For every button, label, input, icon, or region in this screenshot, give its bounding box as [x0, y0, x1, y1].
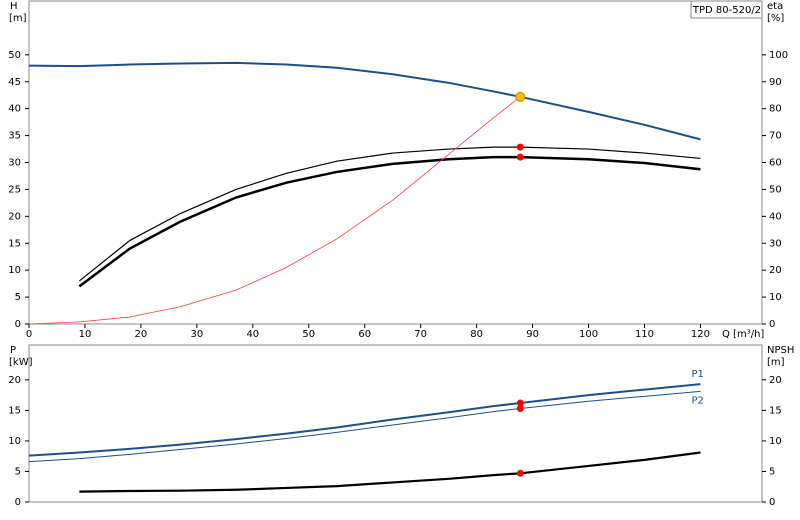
y-tick-label: 50: [8, 50, 21, 61]
y2-axis-unit: [m]: [767, 357, 785, 368]
y2-tick-label: 0: [769, 319, 775, 330]
x-tick-label: 40: [246, 329, 259, 340]
y-tick-label: 15: [8, 405, 21, 416]
y-axis-unit: [m]: [9, 13, 27, 24]
y-tick-label: 15: [8, 238, 21, 249]
duty-point: [516, 405, 524, 413]
series-line: [28, 61, 701, 141]
x-tick-label: 90: [526, 329, 539, 340]
series-label: P1: [691, 369, 703, 380]
y-tick-label: 20: [8, 375, 21, 386]
x-tick-label: 80: [470, 329, 483, 340]
x-tick-label: 10: [79, 329, 92, 340]
y2-tick-label: 10: [769, 436, 782, 447]
y2-tick-label: 50: [769, 184, 782, 195]
y2-tick-label: 70: [769, 131, 782, 142]
series-line: [79, 451, 701, 493]
y2-tick-label: 60: [769, 158, 782, 169]
y-tick-label: 35: [8, 131, 21, 142]
x-tick-label: 120: [691, 329, 710, 340]
y2-tick-label: 15: [769, 405, 782, 416]
y-axis-label: P: [10, 345, 16, 356]
x-tick-label: 60: [358, 329, 371, 340]
series-line: [78, 146, 701, 282]
chart-title: TPD 80-520/2: [692, 5, 761, 16]
y2-axis-label: NPSH: [767, 345, 794, 356]
x-axis-label: Q [m³/h]: [722, 329, 764, 340]
series-label: P2: [691, 395, 703, 406]
y2-tick-label: 80: [769, 104, 782, 115]
y-tick-label: 25: [8, 184, 21, 195]
y2-axis-label: eta: [767, 1, 783, 12]
x-tick-label: 30: [190, 329, 203, 340]
y2-tick-label: 40: [769, 211, 782, 222]
y2-tick-label: 90: [769, 77, 782, 88]
duty-point: [516, 143, 524, 151]
y-tick-label: 30: [8, 158, 21, 169]
y2-tick-label: 20: [769, 375, 782, 386]
y-tick-label: 45: [8, 77, 21, 88]
y2-tick-label: 30: [769, 238, 782, 249]
duty-point: [516, 469, 524, 477]
y-tick-label: 20: [8, 211, 21, 222]
y-axis-unit: [kW]: [9, 357, 33, 368]
y2-tick-label: 10: [769, 292, 782, 303]
duty-point: [515, 91, 526, 102]
y-tick-label: 5: [15, 466, 21, 477]
duty-point: [516, 399, 524, 407]
y2-tick-label: 100: [769, 50, 788, 61]
y2-axis-unit: [%]: [767, 13, 784, 24]
x-tick-label: 20: [135, 329, 148, 340]
plot-frame: [28, 344, 763, 503]
x-tick-label: 70: [414, 329, 427, 340]
series-line: [28, 390, 701, 463]
series-line: [28, 383, 701, 457]
y-tick-label: 40: [8, 104, 21, 115]
x-tick-label: 0: [26, 329, 32, 340]
y2-tick-label: 5: [769, 466, 775, 477]
y-tick-label: 5: [15, 292, 21, 303]
series-line: [28, 96, 521, 325]
y-tick-label: 10: [8, 265, 21, 276]
x-tick-label: 110: [635, 329, 654, 340]
x-tick-label: 50: [302, 329, 315, 340]
duty-point: [516, 153, 524, 161]
title-box: [690, 0, 763, 19]
series-line: [78, 155, 701, 288]
y-tick-label: 10: [8, 436, 21, 447]
x-tick-label: 100: [579, 329, 598, 340]
y2-tick-label: 0: [769, 497, 775, 508]
y-axis-label: H: [10, 1, 18, 12]
y-tick-label: 0: [15, 497, 21, 508]
y-tick-label: 0: [15, 319, 21, 330]
y2-tick-label: 20: [769, 265, 782, 276]
